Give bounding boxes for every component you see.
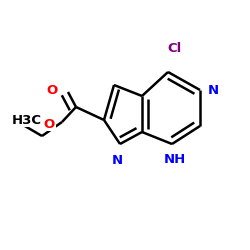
Text: Cl: Cl bbox=[168, 42, 182, 55]
Text: N: N bbox=[208, 84, 219, 96]
Text: NH: NH bbox=[164, 153, 186, 166]
Text: O: O bbox=[44, 118, 55, 130]
Text: O: O bbox=[47, 84, 58, 96]
Text: H3C: H3C bbox=[12, 114, 42, 126]
Text: N: N bbox=[112, 154, 122, 167]
